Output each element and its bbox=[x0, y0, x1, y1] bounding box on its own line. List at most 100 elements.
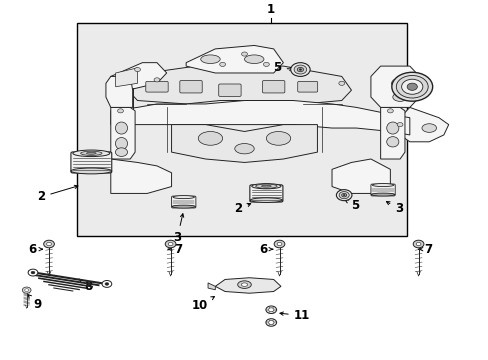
Ellipse shape bbox=[421, 124, 436, 132]
FancyBboxPatch shape bbox=[71, 152, 112, 173]
FancyBboxPatch shape bbox=[262, 81, 285, 93]
FancyBboxPatch shape bbox=[180, 81, 202, 93]
Ellipse shape bbox=[392, 93, 407, 102]
Circle shape bbox=[268, 308, 273, 312]
Ellipse shape bbox=[251, 184, 281, 189]
Ellipse shape bbox=[261, 185, 271, 187]
Text: 7: 7 bbox=[418, 243, 431, 256]
FancyBboxPatch shape bbox=[171, 196, 196, 208]
Circle shape bbox=[22, 287, 31, 293]
Text: 1: 1 bbox=[266, 3, 275, 16]
Polygon shape bbox=[171, 125, 317, 162]
Text: 2: 2 bbox=[234, 202, 250, 215]
Circle shape bbox=[105, 283, 109, 285]
Circle shape bbox=[412, 240, 423, 248]
Polygon shape bbox=[331, 159, 389, 193]
Ellipse shape bbox=[73, 150, 110, 157]
Ellipse shape bbox=[71, 168, 111, 174]
Ellipse shape bbox=[250, 198, 282, 202]
Circle shape bbox=[46, 242, 51, 246]
Circle shape bbox=[391, 72, 432, 101]
Circle shape bbox=[165, 240, 176, 248]
Circle shape bbox=[25, 289, 29, 292]
Text: 6: 6 bbox=[28, 243, 42, 256]
Ellipse shape bbox=[386, 122, 398, 134]
Ellipse shape bbox=[266, 131, 290, 145]
Text: 9: 9 bbox=[28, 295, 42, 311]
Circle shape bbox=[277, 242, 282, 246]
Ellipse shape bbox=[81, 151, 102, 156]
Ellipse shape bbox=[255, 184, 277, 188]
Polygon shape bbox=[111, 159, 171, 193]
Circle shape bbox=[168, 242, 173, 246]
Circle shape bbox=[336, 190, 351, 201]
Circle shape bbox=[386, 109, 392, 113]
Text: 2: 2 bbox=[37, 185, 78, 203]
Circle shape bbox=[407, 83, 416, 90]
Ellipse shape bbox=[201, 55, 220, 63]
FancyBboxPatch shape bbox=[370, 184, 394, 196]
Polygon shape bbox=[111, 63, 166, 90]
Circle shape bbox=[401, 79, 422, 94]
Text: 11: 11 bbox=[279, 309, 309, 322]
Circle shape bbox=[274, 240, 285, 248]
Circle shape bbox=[299, 69, 301, 70]
Circle shape bbox=[293, 65, 306, 74]
Circle shape bbox=[268, 321, 273, 324]
Text: 7: 7 bbox=[168, 243, 182, 256]
FancyBboxPatch shape bbox=[249, 185, 283, 202]
Circle shape bbox=[415, 242, 420, 246]
FancyBboxPatch shape bbox=[218, 84, 241, 96]
Circle shape bbox=[265, 306, 276, 314]
Circle shape bbox=[28, 269, 38, 276]
Text: 4: 4 bbox=[404, 80, 425, 93]
Circle shape bbox=[154, 78, 160, 82]
Polygon shape bbox=[215, 278, 281, 293]
Polygon shape bbox=[380, 107, 404, 159]
Ellipse shape bbox=[386, 137, 398, 147]
Circle shape bbox=[290, 63, 309, 76]
Polygon shape bbox=[207, 283, 215, 290]
Ellipse shape bbox=[173, 195, 194, 199]
Circle shape bbox=[297, 67, 303, 72]
Bar bbox=[77, 23, 407, 237]
Text: 5: 5 bbox=[273, 61, 293, 74]
Circle shape bbox=[134, 67, 140, 72]
Circle shape bbox=[263, 62, 269, 67]
Ellipse shape bbox=[86, 152, 96, 154]
Polygon shape bbox=[111, 100, 409, 135]
Ellipse shape bbox=[241, 283, 247, 286]
Text: 3: 3 bbox=[386, 202, 403, 215]
Polygon shape bbox=[116, 68, 137, 87]
Text: 3: 3 bbox=[173, 214, 183, 244]
Polygon shape bbox=[127, 66, 351, 104]
Circle shape bbox=[31, 271, 35, 274]
Circle shape bbox=[343, 194, 345, 196]
Circle shape bbox=[102, 280, 112, 287]
Ellipse shape bbox=[172, 205, 195, 208]
Polygon shape bbox=[370, 66, 419, 107]
Circle shape bbox=[241, 52, 247, 56]
Polygon shape bbox=[106, 76, 132, 107]
Ellipse shape bbox=[391, 78, 408, 89]
Ellipse shape bbox=[234, 144, 254, 154]
Ellipse shape bbox=[115, 122, 127, 134]
Polygon shape bbox=[111, 107, 135, 159]
Polygon shape bbox=[399, 107, 448, 142]
Circle shape bbox=[219, 62, 225, 67]
Ellipse shape bbox=[372, 184, 393, 186]
Ellipse shape bbox=[198, 131, 222, 145]
Ellipse shape bbox=[115, 138, 127, 149]
Polygon shape bbox=[111, 89, 132, 111]
Circle shape bbox=[265, 319, 276, 326]
Ellipse shape bbox=[244, 55, 264, 63]
Circle shape bbox=[338, 192, 348, 199]
Polygon shape bbox=[186, 45, 283, 73]
Ellipse shape bbox=[370, 193, 394, 196]
Circle shape bbox=[117, 109, 123, 113]
Text: 5: 5 bbox=[345, 199, 359, 212]
Circle shape bbox=[43, 240, 54, 248]
Ellipse shape bbox=[115, 148, 127, 157]
Circle shape bbox=[396, 122, 402, 127]
Circle shape bbox=[338, 81, 344, 85]
